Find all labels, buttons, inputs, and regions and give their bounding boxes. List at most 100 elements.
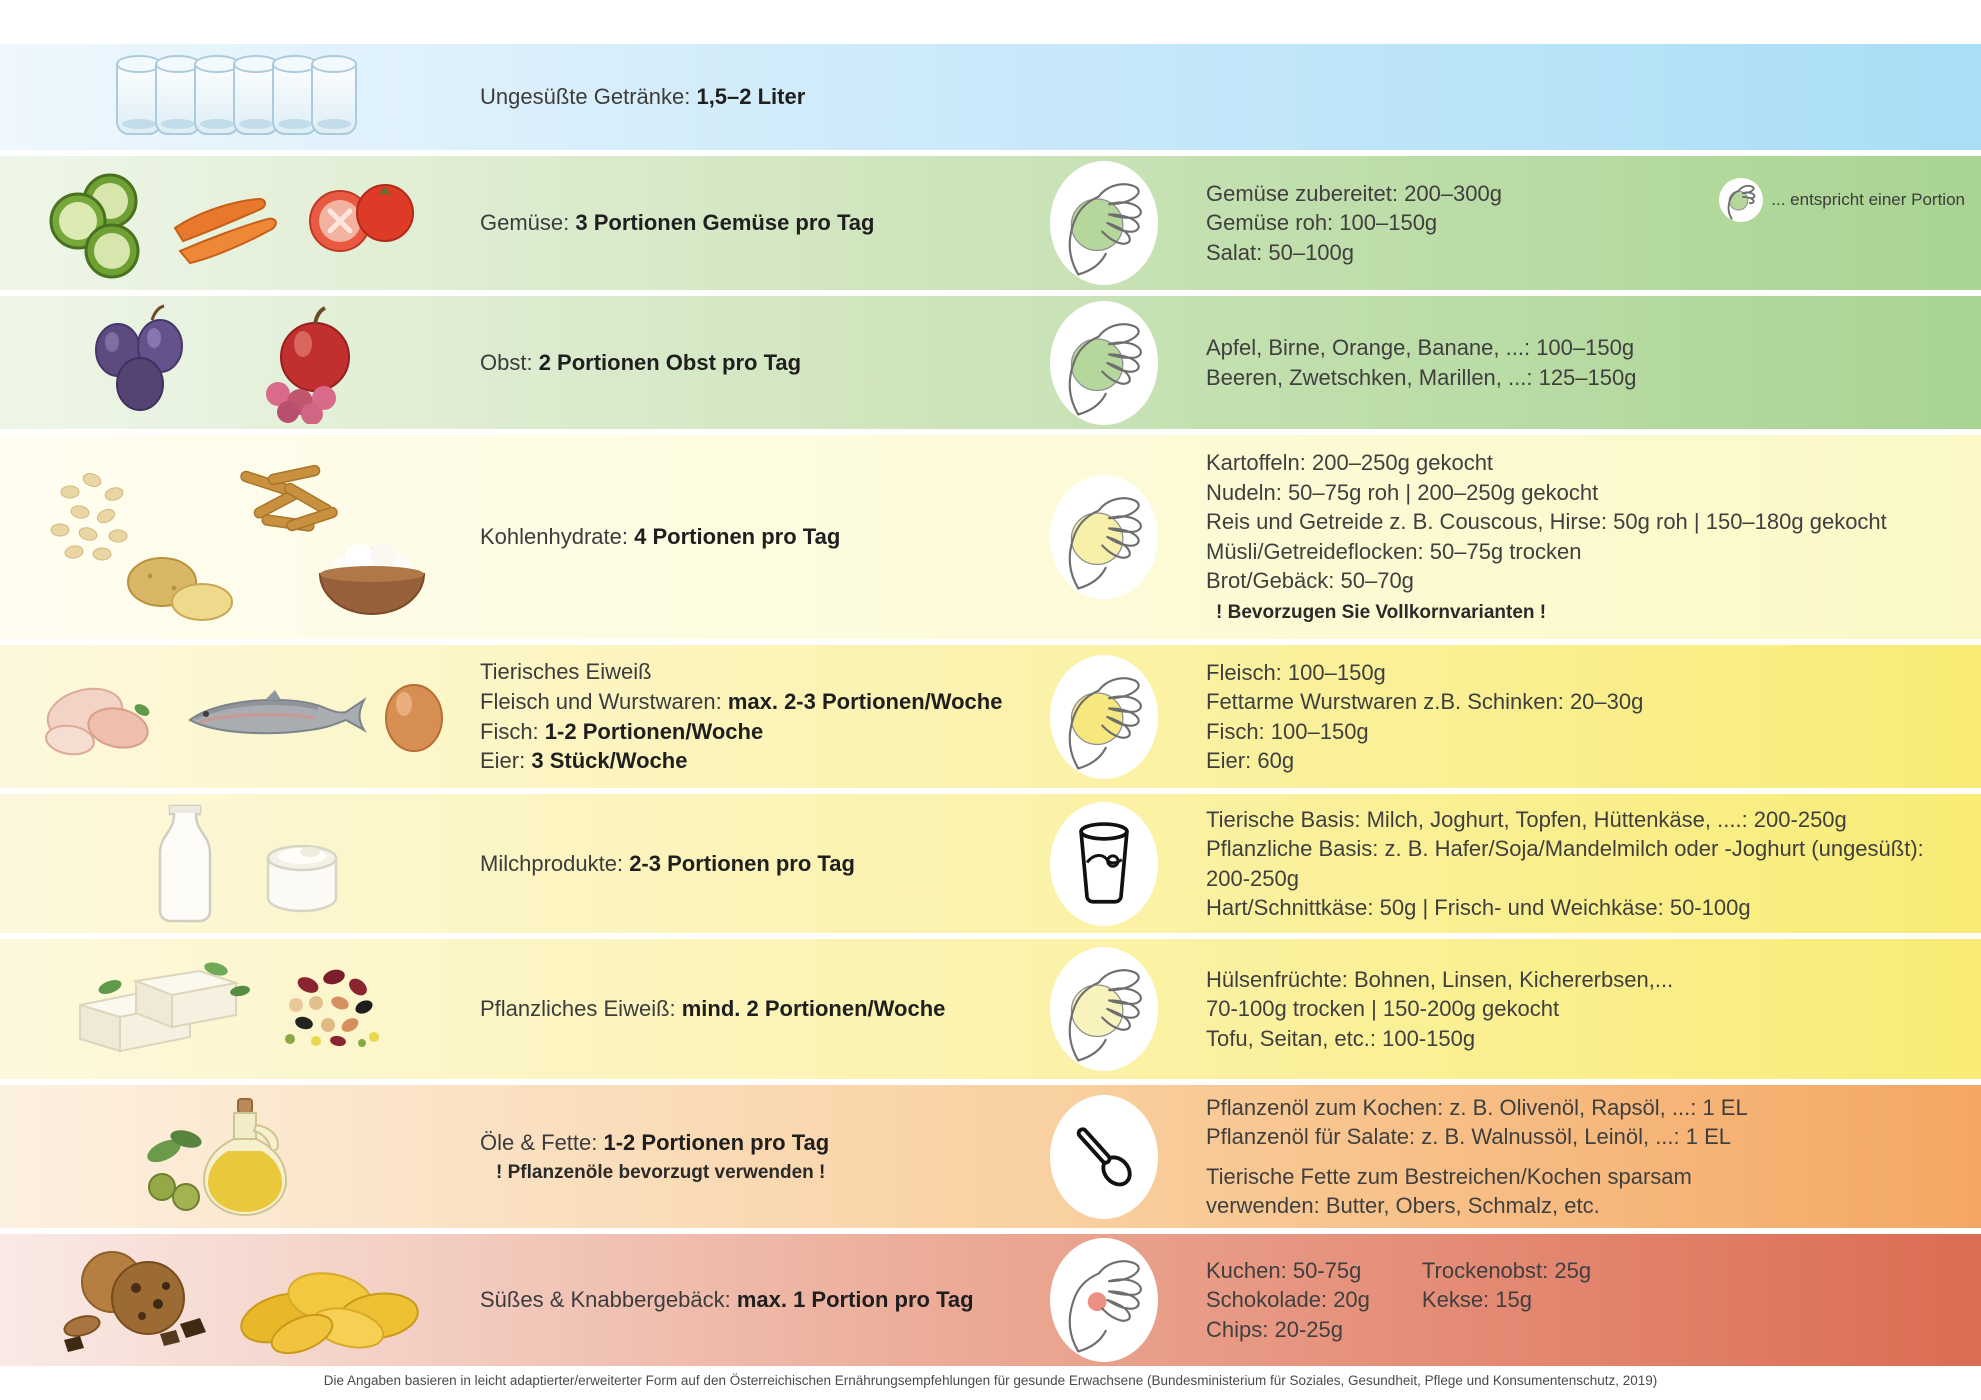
detail-line: Kekse: 15g [1421, 1287, 1532, 1313]
apple [280, 305, 350, 392]
detail-line: Müsli/Getreideflocken: 50–75g trocken [1206, 538, 1582, 564]
pasta [240, 464, 338, 532]
detail-line: Nudeln: 50–75g roh | 200–250g gekocht [1206, 479, 1599, 505]
water-glass-icon [311, 55, 357, 135]
label-bold: max. 2-3 Portionen/Woche [727, 688, 1003, 714]
label-bold: 3 Portionen Gemüse pro Tag [575, 210, 875, 236]
olive-oil-bottle-illustration [147, 1097, 288, 1216]
rice-bowl [318, 543, 426, 615]
detail-line: Fettarme Wurstwaren z.B. Schinken: 20–30… [1206, 689, 1644, 715]
hand-portion-icon [1050, 300, 1158, 425]
legend-text: ... entspricht einer Portion [1771, 190, 1965, 209]
oats-pasta-potatoes-rice-illustration [50, 464, 426, 621]
label-bold: 1-2 Portionen pro Tag [603, 1129, 830, 1155]
detail-line: Beeren, Zwetschken, Marillen, ...: 125–1… [1206, 364, 1637, 390]
hand-portion-icon [1050, 475, 1158, 599]
hand-portion-icon [1050, 947, 1158, 1071]
hand-portion-icon [1719, 178, 1764, 222]
label-bold: 4 Portionen pro Tag [634, 524, 841, 550]
row-label: Pflanzliches Eiweiß: mind. 2 Portionen/W… [480, 994, 1038, 1024]
detail-line: Schokolade: 20g [1206, 1287, 1370, 1313]
label-bold: 2-3 Portionen pro Tag [629, 850, 855, 876]
label-text: Gemüse: [480, 210, 576, 236]
details-column-2: Trockenobst: 25g Kekse: 15g [1422, 1256, 1591, 1344]
vegetables-image [0, 163, 480, 283]
row-label: Tierisches Eiweiß Fleisch und Wurstwaren… [480, 657, 1038, 776]
row-label: Kohlenhydrate: 4 Portionen pro Tag [480, 522, 1038, 552]
row-getraenke: Ungesüßte Getränke: 1,5–2 Liter [0, 44, 1981, 150]
detail-line: verwenden: Butter, Obers, Schmalz, etc. [1206, 1192, 1600, 1218]
detail-line: Gemüse roh: 100–150g [1206, 210, 1438, 236]
row-label: Ungesüßte Getränke: 1,5–2 Liter [480, 82, 1038, 112]
row-label: Milchprodukte: 2-3 Portionen pro Tag [480, 849, 1038, 879]
row-oele-fette: Öle & Fette: 1-2 Portionen pro Tag ! Pfl… [0, 1085, 1981, 1228]
portion-icon-column [1038, 300, 1170, 425]
label-text: Öle & Fette: [480, 1129, 604, 1155]
cucumber-carrots-tomato-illustration [49, 173, 414, 279]
portion-icon-column [1038, 1094, 1170, 1219]
label-text: Milchprodukte: [480, 850, 630, 876]
animal-protein-image [0, 662, 480, 772]
detail-line: Brot/Gebäck: 50–70g [1206, 567, 1414, 593]
portion-icon-column [1038, 654, 1170, 779]
hand-portion-icon [1050, 161, 1158, 285]
sweets-image [0, 1240, 480, 1360]
detail-line: Apfel, Birne, Orange, Banane, ...: 100–1… [1206, 335, 1635, 361]
detail-line: Trockenobst: 25g [1421, 1257, 1592, 1283]
row-kohlenhydrate: Kohlenhydrate: 4 Portionen pro Tag [0, 435, 1981, 639]
detail-line: Hart/Schnittkäse: 50g | Frisch- und Weic… [1206, 894, 1751, 920]
row-suesses-knabbergebaeck: Süßes & Knabbergebäck: max. 1 Portion pr… [0, 1234, 1981, 1366]
portion-details: Apfel, Birne, Orange, Banane, ...: 100–1… [1170, 333, 1981, 392]
dairy-image [0, 800, 480, 928]
detail-line: Pflanzenöl zum Kochen: z. B. Olivenöl, R… [1206, 1094, 1748, 1120]
portion-icon-column [1038, 801, 1170, 926]
label-bold: max. 1 Portion pro Tag [736, 1287, 974, 1313]
detail-line: Tierische Basis: Milch, Joghurt, Topfen,… [1206, 806, 1847, 832]
label-text: Kohlenhydrate: [480, 524, 635, 550]
chicken-fish-egg-illustration [45, 683, 443, 755]
detail-line: Fisch: 100–150g [1206, 718, 1369, 744]
row-label: Öle & Fette: 1-2 Portionen pro Tag ! Pfl… [480, 1128, 1038, 1185]
potato-chips [240, 1272, 419, 1355]
potatoes [127, 557, 233, 621]
label-text: Ungesüßte Getränke: [480, 84, 697, 110]
carbs-image [0, 442, 480, 632]
detail-line: Pflanzliche Basis: z. B. Hafer/Soja/Mand… [1206, 836, 1924, 891]
fish [188, 689, 367, 734]
row-gemuese: Gemüse: 3 Portionen Gemüse pro Tag [0, 156, 1981, 290]
plant-protein-image [0, 947, 480, 1071]
row-milchprodukte: Milchprodukte: 2-3 Portionen pro Tag Tie… [0, 794, 1981, 933]
legume-mix [285, 969, 379, 1047]
detail-line: Tierische Fette zum Bestreichen/Kochen s… [1206, 1163, 1692, 1189]
label-text: Süßes & Knabbergebäck: [480, 1287, 737, 1313]
label-text: Tierisches Eiweiß [480, 659, 652, 685]
cookies [63, 1251, 206, 1352]
label-text: Obst: [480, 349, 539, 375]
cucumber-slices [49, 173, 140, 279]
label-bold: 2 Portionen Obst pro Tag [538, 349, 802, 375]
row-label: Obst: 2 Portionen Obst pro Tag [480, 348, 1038, 378]
milk-bottle-yogurt-illustration [158, 804, 338, 922]
portion-details: Fleisch: 100–150g Fettarme Wurstwaren z.… [1170, 658, 1981, 776]
plant-oil-warning: ! Pflanzenöle bevorzugt verwenden ! [496, 1161, 826, 1183]
water-glass-set [116, 55, 357, 135]
portion-icon-column [1038, 947, 1170, 1071]
plums [95, 304, 183, 411]
hand-portion-icon [1050, 1238, 1158, 1362]
row-obst: Obst: 2 Portionen Obst pro Tag [0, 296, 1981, 429]
label-text: Pflanzliches Eiweiß: [480, 996, 682, 1022]
tofu-legumes-illustration [79, 962, 379, 1053]
label-text: Fleisch und Wurstwaren: [480, 688, 728, 714]
hand-portion-icon [1050, 654, 1158, 779]
row-label: Süßes & Knabbergebäck: max. 1 Portion pr… [480, 1285, 1038, 1315]
detail-line: Eier: 60g [1206, 747, 1295, 773]
milk-bottle [158, 804, 212, 922]
detail-line: Hülsenfrüchte: Bohnen, Linsen, Kichererb… [1206, 966, 1674, 992]
milk-glass-icon [1050, 801, 1158, 926]
label-bold: mind. 2 Portionen/Woche [681, 996, 946, 1022]
tofu-blocks [79, 962, 250, 1053]
tomatoes [309, 184, 414, 252]
portion-details: Pflanzenöl zum Kochen: z. B. Olivenöl, R… [1170, 1093, 1981, 1221]
detail-line: Kuchen: 50-75g [1206, 1257, 1362, 1283]
